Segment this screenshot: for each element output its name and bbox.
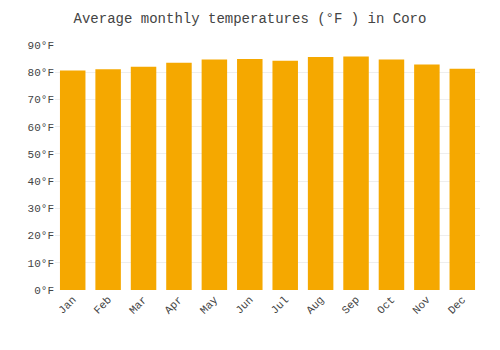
svg-text:80°F: 80°F [28, 67, 54, 79]
svg-text:60°F: 60°F [28, 122, 54, 134]
svg-text:70°F: 70°F [28, 94, 54, 106]
svg-text:Apr: Apr [162, 294, 184, 316]
svg-text:20°F: 20°F [28, 230, 54, 242]
svg-text:Dec: Dec [446, 294, 468, 316]
svg-text:50°F: 50°F [28, 149, 54, 161]
svg-text:Nov: Nov [410, 294, 433, 317]
svg-text:Sep: Sep [340, 294, 362, 316]
svg-text:30°F: 30°F [28, 203, 54, 215]
svg-text:0°F: 0°F [34, 285, 54, 297]
svg-text:Jul: Jul [269, 294, 291, 316]
svg-text:10°F: 10°F [28, 258, 54, 270]
svg-text:Feb: Feb [92, 294, 114, 316]
svg-text:Mar: Mar [127, 294, 149, 316]
svg-text:Jun: Jun [233, 294, 255, 316]
svg-text:40°F: 40°F [28, 176, 54, 188]
svg-text:Average monthly temperatures (: Average monthly temperatures (°F ) in Co… [74, 11, 427, 27]
svg-text:Aug: Aug [304, 294, 326, 316]
svg-text:90°F: 90°F [28, 40, 54, 52]
svg-text:Oct: Oct [375, 294, 397, 316]
svg-text:May: May [198, 294, 221, 317]
svg-text:Jan: Jan [56, 294, 78, 316]
